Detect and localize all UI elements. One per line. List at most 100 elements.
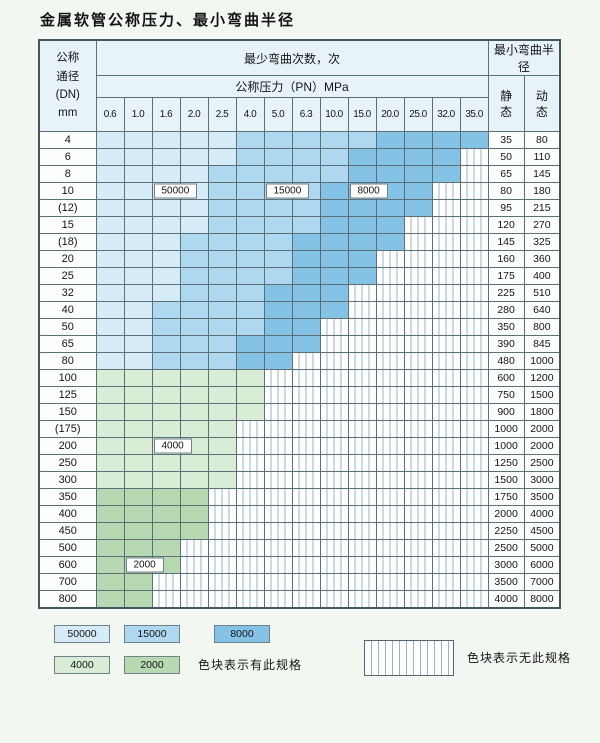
grid-cell-b2: [235, 284, 265, 302]
grid-cell-unavailable: [291, 403, 321, 421]
grid-cell-unavailable: [375, 505, 405, 523]
grid-cell-g1: [123, 437, 153, 455]
grid-cell-unavailable: [403, 420, 433, 438]
grid-cell-unavailable: [375, 437, 405, 455]
grid-cell-unavailable: [403, 250, 433, 268]
grid-cell-unavailable: [319, 471, 349, 489]
grid-cell-b3: [375, 233, 405, 251]
grid-cell-b2: [207, 352, 237, 370]
static-label: 静 态: [500, 88, 513, 119]
grid-cell-unavailable: [319, 386, 349, 404]
legend-row-blue: 50000 15000 8000: [54, 624, 302, 643]
grid-cell-b1: [151, 233, 181, 251]
grid-cell-unavailable: [235, 590, 265, 608]
grid-cell-unavailable: [375, 488, 405, 506]
grid-cell-b2: [263, 199, 293, 217]
table-row: 20 160 360: [38, 250, 561, 268]
dn-value: 10: [38, 182, 97, 200]
grid-cell-unavailable: [263, 488, 293, 506]
grid-cell-unavailable: [319, 556, 349, 574]
grid-cell-unavailable: [151, 573, 181, 591]
grid-cell-g2: [123, 505, 153, 523]
grid-cell-g1: [235, 386, 265, 404]
grid-cell-b3: [403, 182, 433, 200]
grid-cell-b2: [263, 148, 293, 166]
grid-cell-b1: [123, 148, 153, 166]
dn-header-line: mm: [58, 107, 78, 120]
grid-cell-unavailable: [263, 539, 293, 557]
dn-value: 32: [38, 284, 97, 302]
static-value: 2000: [487, 505, 525, 523]
dn-value: 4: [38, 131, 97, 149]
grid-cell-g2: [179, 488, 209, 506]
grid-cell-b1: [123, 216, 153, 234]
grid-cell-b1: [179, 148, 209, 166]
grid-cell-unavailable: [347, 369, 377, 387]
grid-cell-b3: [235, 352, 265, 370]
grid-cell-b2: [179, 335, 209, 353]
grid-cell-b2: [235, 250, 265, 268]
grid-cell-b1: [123, 301, 153, 319]
table-row: 150 900 1800: [38, 403, 561, 421]
grid-cell-unavailable: [459, 199, 489, 217]
dynamic-value: 510: [523, 284, 561, 302]
grid-cell-b1: [151, 284, 181, 302]
dn-value: 80: [38, 352, 97, 370]
table-row: 200 4000 1000 2000: [38, 437, 561, 455]
grid-cell-g1: [123, 471, 153, 489]
grid-cell-unavailable: [375, 250, 405, 268]
grid-cell-unavailable: [263, 420, 293, 438]
grid-cell-g1: [207, 386, 237, 404]
grid-cell-b3: [431, 131, 461, 149]
grid-cell-unavailable: [347, 318, 377, 336]
grid-cell-unavailable: [431, 539, 461, 557]
grid-cell-b2: [207, 301, 237, 319]
grid-cell-b3: [347, 250, 377, 268]
dn-column-header: 公称 通径 (DN) mm: [38, 39, 97, 132]
dn-value: 450: [38, 522, 97, 540]
grid-cell-unavailable: [403, 403, 433, 421]
grid-cell-unavailable: [291, 488, 321, 506]
dn-value: (175): [38, 420, 97, 438]
legend: 50000 15000 8000 4000 2000 色块表示有此规格 色块表示…: [54, 624, 582, 687]
grid-cell-b3: [319, 267, 349, 285]
grid-cell-unavailable: [459, 420, 489, 438]
grid-cell-unavailable: [403, 386, 433, 404]
grid-cell-b2: [235, 267, 265, 285]
static-value: 145: [487, 233, 525, 251]
grid-cell-unavailable: [375, 369, 405, 387]
grid-cell-g1: [123, 369, 153, 387]
grid-cell-unavailable: [431, 250, 461, 268]
pressure-value: 20.0: [375, 97, 405, 132]
grid-cell-b1: [179, 165, 209, 183]
grid-cell-unavailable: [263, 369, 293, 387]
grid-cell-b2: [263, 165, 293, 183]
spec-table: 公称 通径 (DN) mm 最少弯曲次数，次 最小弯曲半径 公称压力（PN）MP…: [38, 39, 562, 609]
dynamic-value: 5000: [523, 539, 561, 557]
grid-cell-g2: [123, 488, 153, 506]
dn-value: 150: [38, 403, 97, 421]
grid-cell-unavailable: [347, 386, 377, 404]
grid-cell-unavailable: [431, 284, 461, 302]
grid-cell-b1: [95, 352, 125, 370]
grid-cell-unavailable: [347, 403, 377, 421]
grid-cell-b3: [375, 165, 405, 183]
grid-cell-unavailable: [459, 556, 489, 574]
grid-cell-g1: [151, 369, 181, 387]
dynamic-value: 360: [523, 250, 561, 268]
grid-cell-b1: [95, 318, 125, 336]
table-row: (18) 145 325: [38, 233, 561, 251]
grid-cell-b2: [235, 301, 265, 319]
grid-cell-unavailable: [403, 454, 433, 472]
grid-cell-unavailable: [263, 454, 293, 472]
grid-cell-g2: [95, 556, 125, 574]
dn-value: 600: [38, 556, 97, 574]
grid-cell-unavailable: [375, 573, 405, 591]
grid-cell-unavailable: [179, 539, 209, 557]
grid-cell-b3: [263, 301, 293, 319]
cycle-count-label: 2000: [125, 557, 164, 573]
grid-cell-unavailable: [459, 369, 489, 387]
grid-cell-unavailable: [347, 488, 377, 506]
nominal-pressure-header: 公称压力（PN）MPa: [95, 75, 489, 98]
grid-cell-g2: [123, 573, 153, 591]
